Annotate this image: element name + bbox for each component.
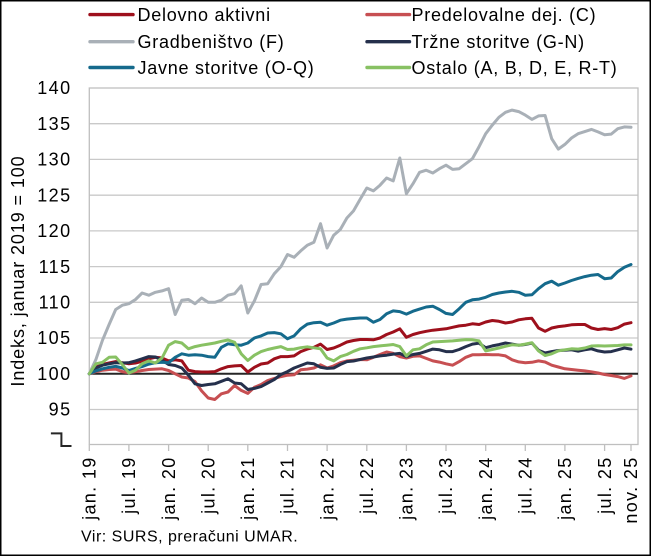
- svg-text:120: 120: [37, 221, 71, 241]
- svg-text:jan. 19: jan. 19: [80, 456, 100, 521]
- svg-text:jan. 22: jan. 22: [317, 456, 337, 521]
- svg-text:Tržne storitve (G-N): Tržne storitve (G-N): [412, 32, 585, 52]
- svg-text:jan. 21: jan. 21: [238, 456, 258, 521]
- svg-text:100: 100: [37, 364, 71, 384]
- svg-text:jan. 23: jan. 23: [397, 456, 417, 521]
- svg-text:95: 95: [49, 400, 72, 420]
- svg-text:110: 110: [39, 293, 72, 313]
- svg-text:jul. 20: jul. 20: [198, 456, 218, 514]
- svg-text:140: 140: [37, 78, 71, 98]
- svg-text:nov. 25: nov. 25: [621, 456, 641, 523]
- svg-text:jul. 23: jul. 23: [436, 456, 456, 514]
- svg-text:Gradbeništvo (F): Gradbeništvo (F): [138, 32, 285, 52]
- svg-text:Javne storitve (O-Q): Javne storitve (O-Q): [138, 58, 315, 78]
- svg-text:130: 130: [37, 150, 71, 170]
- svg-text:135: 135: [37, 114, 71, 134]
- svg-text:jan. 25: jan. 25: [555, 456, 575, 521]
- svg-text:125: 125: [37, 185, 71, 205]
- svg-text:Ostalo (A, B, D, E, R-T): Ostalo (A, B, D, E, R-T): [412, 58, 618, 78]
- svg-text:105: 105: [37, 328, 71, 348]
- svg-text:jul. 22: jul. 22: [357, 456, 377, 514]
- svg-text:jul. 19: jul. 19: [119, 456, 139, 514]
- svg-text:Indeks, januar 2019 = 100: Indeks, januar 2019 = 100: [8, 155, 28, 386]
- svg-text:115: 115: [39, 257, 72, 277]
- svg-text:jul. 21: jul. 21: [278, 456, 298, 514]
- svg-text:jan. 24: jan. 24: [476, 456, 496, 521]
- svg-text:jan. 20: jan. 20: [159, 456, 179, 521]
- svg-text:Delovno aktivni: Delovno aktivni: [138, 5, 271, 25]
- svg-text:jul. 25: jul. 25: [595, 456, 615, 514]
- svg-text:jul. 24: jul. 24: [516, 456, 536, 514]
- svg-text:Vir: SURS, preračuni UMAR.: Vir: SURS, preračuni UMAR.: [81, 529, 298, 546]
- svg-text:Predelovalne dej. (C): Predelovalne dej. (C): [412, 5, 597, 25]
